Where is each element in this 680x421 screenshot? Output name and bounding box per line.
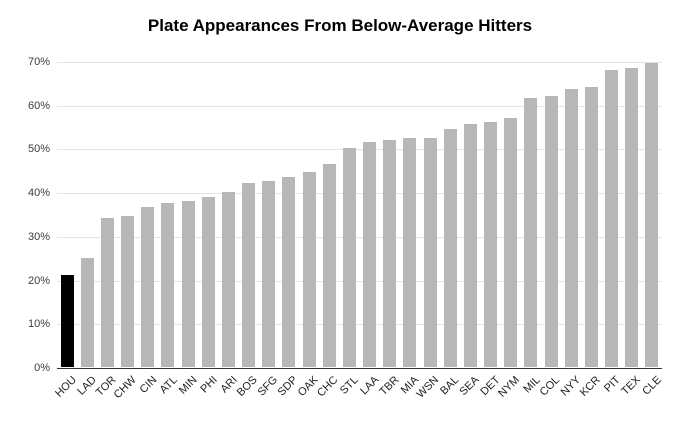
bar-tbr	[383, 139, 397, 367]
y-axis-label: 30%	[27, 230, 50, 243]
bar-min	[181, 200, 195, 367]
bar-mia	[403, 137, 417, 367]
gridline	[57, 105, 662, 107]
x-tick-label: ATL	[157, 374, 180, 397]
bar-det	[484, 122, 498, 367]
x-tick-label: NYY	[558, 374, 583, 399]
bar-tex	[625, 67, 639, 367]
bar-tor	[100, 218, 114, 367]
bar-chc	[322, 163, 336, 367]
bar-bal	[443, 128, 457, 367]
x-tick-label: KCR	[577, 374, 603, 399]
gridline	[57, 236, 662, 238]
x-tick-label: SEA	[457, 374, 482, 399]
bar-nym	[504, 117, 518, 367]
x-tick-label: STL	[338, 374, 361, 397]
x-tick-label: LAA	[357, 374, 382, 398]
bar-atl	[161, 203, 175, 367]
bar-oak	[302, 172, 316, 367]
bar-phi	[201, 196, 215, 367]
bar-sdp	[282, 176, 296, 367]
gridline	[57, 193, 662, 195]
x-tick-label: SFG	[255, 374, 281, 399]
bar-kcr	[584, 87, 598, 367]
x-tick-label: BAL	[438, 374, 462, 398]
bar-stl	[342, 148, 356, 367]
x-axis-baseline	[57, 368, 662, 369]
y-axis-label: 10%	[27, 318, 50, 331]
x-tick-label: PHI	[198, 374, 220, 396]
x-tick-label: LAD	[75, 374, 99, 398]
gridline	[57, 149, 662, 151]
bar-cle	[645, 63, 659, 367]
bar-nyy	[564, 89, 578, 367]
x-tick-label: OAK	[295, 374, 321, 399]
gridline	[57, 280, 662, 282]
bar-chw	[121, 216, 135, 367]
x-tick-label: CHW	[111, 374, 140, 402]
x-tick-label: BOS	[235, 374, 261, 399]
bar-wsn	[423, 137, 437, 367]
x-tick-label: SDP	[275, 374, 301, 399]
x-tick-label: CLE	[639, 374, 664, 398]
bar-cin	[141, 207, 155, 367]
y-axis-label: 20%	[27, 274, 50, 287]
x-tick-label: PIT	[602, 374, 624, 395]
x-tick-label: MIN	[176, 374, 200, 397]
plot-area	[57, 62, 662, 369]
bar-lad	[80, 257, 94, 367]
bar-pit	[605, 69, 619, 367]
bar-sfg	[262, 181, 276, 367]
x-tick-label: TEX	[619, 374, 644, 398]
bar-sea	[463, 124, 477, 367]
bar-hou	[60, 275, 74, 367]
bar-laa	[363, 141, 377, 367]
bar-ari	[221, 192, 235, 367]
y-axis-label: 50%	[27, 143, 50, 156]
x-tick-label: COL	[538, 374, 563, 399]
x-tick-label: CHC	[315, 374, 341, 400]
bar-mil	[524, 98, 538, 367]
bar-col	[544, 95, 558, 367]
x-tick-label: NYM	[496, 374, 523, 400]
x-tick-label: TBR	[377, 374, 402, 399]
y-axis-label: 70%	[27, 56, 50, 68]
bar-bos	[242, 183, 256, 367]
gridline	[57, 62, 662, 63]
x-tick-label: HOU	[52, 374, 79, 400]
y-axis-label: 0%	[34, 362, 50, 374]
x-tick-label: CIN	[137, 374, 160, 396]
chart-title: Plate Appearances From Below-Average Hit…	[147, 16, 533, 35]
y-axis-label: 40%	[27, 187, 50, 200]
y-axis-label: 60%	[27, 99, 50, 112]
gridline	[57, 324, 662, 326]
